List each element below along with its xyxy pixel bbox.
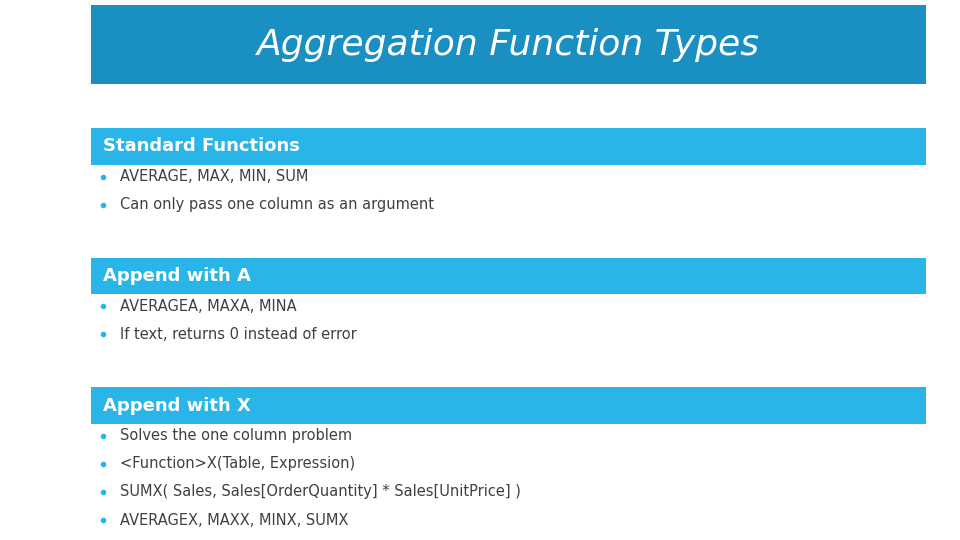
- FancyBboxPatch shape: [91, 5, 926, 84]
- Text: Solves the one column problem: Solves the one column problem: [120, 428, 352, 443]
- FancyBboxPatch shape: [91, 387, 926, 424]
- Text: AVERAGE, MAX, MIN, SUM: AVERAGE, MAX, MIN, SUM: [120, 169, 308, 184]
- Text: Standard Functions: Standard Functions: [103, 137, 300, 156]
- FancyBboxPatch shape: [91, 128, 926, 165]
- Text: SUMX( Sales, Sales[OrderQuantity] * Sales[UnitPrice] ): SUMX( Sales, Sales[OrderQuantity] * Sale…: [120, 484, 521, 500]
- Text: Append with A: Append with A: [103, 267, 251, 285]
- Text: Can only pass one column as an argument: Can only pass one column as an argument: [120, 197, 434, 212]
- Text: Append with X: Append with X: [103, 396, 251, 415]
- Text: AVERAGEA, MAXA, MINA: AVERAGEA, MAXA, MINA: [120, 299, 297, 314]
- FancyBboxPatch shape: [91, 258, 926, 294]
- Text: Aggregation Function Types: Aggregation Function Types: [257, 28, 760, 62]
- Text: If text, returns 0 instead of error: If text, returns 0 instead of error: [120, 327, 357, 342]
- Text: AVERAGEX, MAXX, MINX, SUMX: AVERAGEX, MAXX, MINX, SUMX: [120, 512, 348, 528]
- Text: <Function>X(Table, Expression): <Function>X(Table, Expression): [120, 456, 355, 471]
